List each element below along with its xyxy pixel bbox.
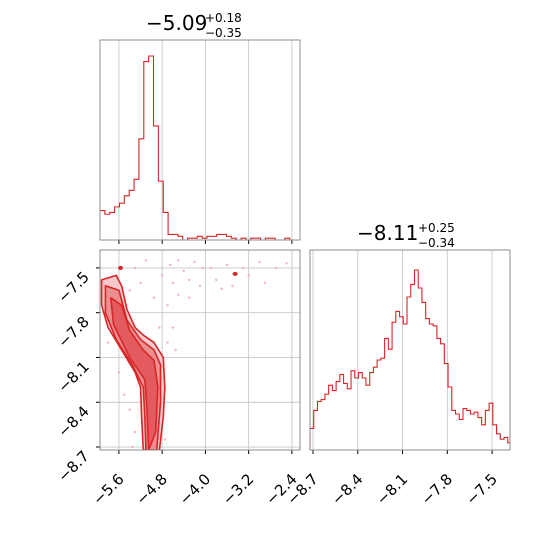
sample-point (210, 267, 212, 269)
sample-point (107, 341, 109, 343)
sample-point (231, 285, 233, 287)
sample-point (193, 261, 195, 263)
sample-point (220, 288, 222, 290)
sample-point (153, 297, 155, 299)
sample-point (242, 267, 244, 269)
x-tick-label: −5.6 (89, 470, 127, 508)
y-tick-label: −7.8 (54, 313, 92, 351)
sample-point (174, 349, 176, 351)
contour-p1-p2-panel: −5.6 −4.8 −4.0 −3.2 −2.4−7.5−7.8−8.1−8.4−8.7 (54, 250, 300, 509)
sample-point (123, 394, 125, 396)
sample-point (188, 279, 190, 281)
y-tick-label: −8.7 (54, 447, 92, 485)
sample-point (118, 371, 120, 373)
sample-point (264, 282, 266, 284)
sample-point (199, 285, 201, 287)
title-p2-lower: −0.34 (418, 236, 455, 250)
contour-layer (102, 259, 288, 450)
sample-point (164, 438, 166, 440)
sample-point (285, 262, 287, 264)
title-p2-upper: +0.25 (418, 221, 455, 235)
sample-point (134, 267, 136, 269)
histogram-p1-panel (100, 40, 300, 244)
sample-point (134, 431, 136, 433)
sample-point (145, 259, 147, 261)
sample-point (274, 267, 276, 269)
sample-point (247, 274, 249, 276)
sample-point (172, 282, 174, 284)
sample-point (166, 304, 168, 306)
histogram-p2-panel: −8.7 −8.4 −8.1 −7.8 −7.5 (283, 250, 510, 509)
title-p1: −5.09 +0.18 −0.35 (146, 11, 242, 40)
x-tick-label: −8.1 (373, 470, 411, 508)
sample-point (158, 326, 160, 328)
sample-point (226, 264, 228, 266)
sample-point (131, 446, 133, 448)
sample-point (177, 294, 179, 296)
title-p1-upper: +0.18 (205, 11, 242, 25)
sample-point (172, 326, 174, 328)
x-tick-label: −7.8 (418, 470, 456, 508)
sample-point (258, 261, 260, 263)
x-tick-label: −7.5 (462, 470, 500, 508)
x-tick-label: −4.0 (176, 470, 214, 508)
x-tick-label: −4.8 (132, 470, 170, 508)
histogram-p2-line (310, 270, 510, 450)
sample-point (169, 264, 171, 266)
sample-point (166, 341, 168, 343)
contour-island (118, 266, 123, 270)
histogram-p2-frame (310, 250, 510, 450)
title-p1-value: −5.09 (146, 11, 207, 35)
histogram-p1-frame (100, 40, 300, 240)
sample-point (129, 409, 131, 411)
title-p2: −8.11 +0.25 −0.34 (357, 221, 455, 250)
y-tick-label: −7.5 (54, 268, 92, 306)
contour-island (233, 272, 238, 276)
sample-point (177, 259, 179, 261)
histogram-p1-line (100, 56, 295, 240)
sample-point (183, 270, 185, 272)
sample-point (188, 297, 190, 299)
title-p1-lower: −0.35 (205, 26, 242, 40)
sample-point (139, 282, 141, 284)
sample-point (129, 289, 131, 291)
sample-point (202, 267, 204, 269)
title-p2-value: −8.11 (357, 221, 418, 245)
y-tick-label: −8.1 (54, 358, 92, 396)
sample-point (215, 279, 217, 281)
contour-level-3 (111, 298, 158, 450)
sample-point (161, 274, 163, 276)
x-tick-label: −8.4 (328, 470, 366, 508)
y-tick-label: −8.4 (54, 402, 92, 440)
x-tick-label: −3.2 (219, 470, 257, 508)
